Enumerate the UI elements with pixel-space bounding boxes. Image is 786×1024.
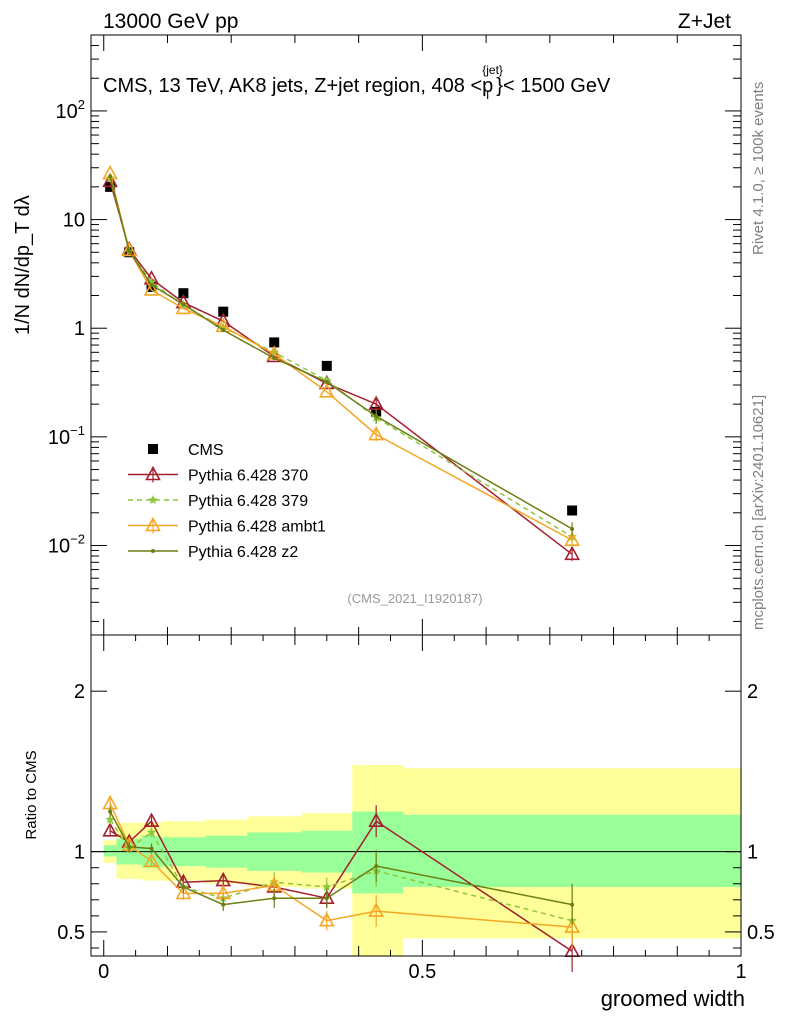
ratio-point [175, 884, 192, 900]
uncertainty-bands [103, 765, 741, 956]
data-point [570, 526, 575, 531]
ratio-point [102, 822, 118, 837]
chart-title: CMS, 13 TeV, AK8 jets, Z+jet region, 408… [103, 63, 611, 102]
ratio-point [143, 812, 160, 827]
ratio-point [272, 896, 277, 901]
ratio-point [324, 896, 329, 901]
inner-band [103, 845, 117, 857]
legend-marker [145, 516, 161, 532]
analysis-tag: (CMS_2021_I1920187) [347, 591, 482, 606]
series-cms [105, 181, 578, 516]
data-point [567, 505, 578, 516]
data-point [127, 248, 132, 253]
process-label: Z+Jet [678, 10, 731, 33]
legend-label: Pythia 6.428 z2 [188, 544, 298, 561]
ratio-point [368, 902, 385, 917]
ratio-y-tick-label: 2 [74, 681, 85, 703]
series-pythia-6-428-z2 [108, 174, 575, 536]
legend-label: Pythia 6.428 370 [188, 468, 308, 485]
legend-marker [151, 549, 155, 553]
ratio-panel-frame [90, 634, 742, 957]
y-tick-label: 10−1 [48, 423, 85, 449]
series-line [109, 181, 573, 555]
data-point [102, 172, 118, 188]
inner-band [403, 814, 741, 887]
data-point [374, 414, 379, 419]
legend-marker [148, 495, 158, 504]
y-tick-label: 10−2 [48, 531, 85, 557]
ratio-point [146, 827, 157, 837]
x-tick-label: 0.5 [408, 961, 436, 983]
data-point [324, 379, 329, 384]
ratio-point [318, 912, 335, 927]
data-point [564, 531, 580, 546]
energy-label: 13000 GeV pp [103, 10, 238, 33]
data-point [321, 360, 332, 371]
ratio-point [105, 814, 115, 824]
ratio-series-pythia-6-428-z2 [108, 806, 575, 926]
ratio-point [322, 882, 332, 891]
ratio-point [149, 846, 154, 851]
data-point [269, 347, 279, 357]
data-point [121, 241, 138, 257]
legend-label: Pythia 6.428 ambt1 [188, 519, 326, 536]
x-tick-label: 1 [735, 961, 746, 983]
series-line [109, 173, 573, 541]
ratio-point [570, 902, 575, 907]
data-point [269, 337, 280, 348]
data-point [318, 383, 335, 398]
legend-marker [145, 465, 161, 481]
ratio-panel: 0.5 0.51 12 20 0.5 1 Ratio to CMS groomed wid… [23, 634, 775, 1011]
ratio-y-label: Ratio to CMS [23, 750, 40, 839]
data-point [178, 288, 189, 299]
data-point [218, 306, 229, 317]
ratio-point [181, 884, 186, 889]
legend: CMS Pythia 6.428 370 Pythia 6.428 379 Pythi… [128, 442, 326, 561]
data-point [143, 281, 160, 296]
source-label: mcplots.cern.ch [arXiv:2401.10621] [750, 395, 767, 630]
ratio-y-tick-label-right: 1 [747, 842, 758, 864]
ratio-point [143, 852, 160, 868]
ratio-point [221, 902, 226, 907]
ratio-point [368, 812, 385, 827]
ratio-point [108, 809, 113, 814]
y-tick-label: 10 [63, 210, 85, 232]
ratio-y-tick-label: 1 [74, 842, 85, 864]
data-point [149, 282, 154, 287]
series-line [109, 176, 573, 530]
ratio-y-tick-label: 0.5 [57, 922, 85, 944]
data-point [368, 395, 385, 410]
data-point [564, 545, 580, 561]
ratio-point [564, 918, 580, 933]
y-tick-label: 102 [56, 97, 85, 123]
ratio-point [374, 864, 379, 869]
legend-label: CMS [188, 442, 224, 459]
legend-label: Pythia 6.428 379 [188, 493, 308, 510]
rivet-label: Rivet 4.1.0, ≥ 100k events [750, 82, 767, 255]
series-pythia-6-428-379 [105, 173, 577, 544]
series-line [109, 178, 573, 538]
data-point [175, 299, 192, 315]
data-point [108, 174, 113, 179]
x-axis-label: groomed width [601, 986, 745, 1011]
series-pythia-6-428-370 [102, 172, 580, 561]
ratio-y-tick-label-right: 2 [747, 681, 758, 703]
ratio-point [127, 844, 132, 849]
ratio-y-tick-label-right: 0.5 [747, 922, 775, 944]
legend-marker [148, 444, 158, 454]
data-point [181, 302, 186, 307]
main-y-label: 1/N dN/dp_T dλ [12, 195, 34, 335]
y-tick-label: 1 [74, 318, 85, 340]
inner-band [352, 811, 404, 894]
series-pythia-6-428-ambt1 [102, 164, 580, 547]
svg-text:1/N dN/dp_T dλ: 1/N dN/dp_T dλ [12, 195, 34, 335]
data-point [221, 328, 226, 333]
data-point [272, 356, 277, 361]
main-panel: 10−2 10−1 1 10 102 CMS, 13 TeV, AK8 jets, Z+… [12, 34, 742, 636]
x-tick-label: 0 [98, 961, 109, 983]
data-point [368, 425, 385, 441]
